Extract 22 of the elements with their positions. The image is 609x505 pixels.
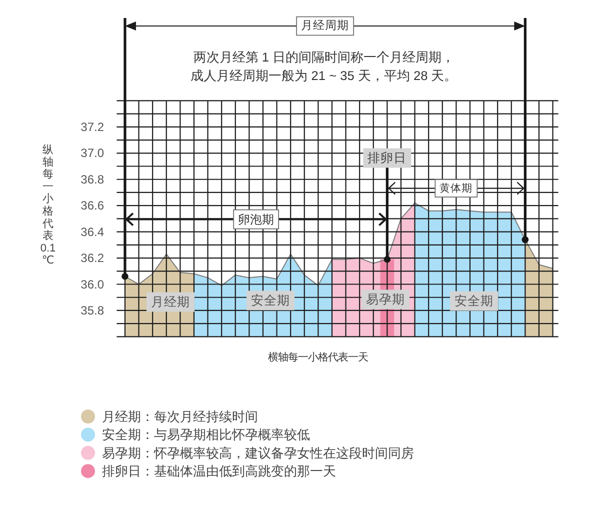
label: 黄体期 [434, 179, 478, 198]
y-tick-label: 36.8 [80, 172, 104, 186]
annotation: 卵泡期 [238, 212, 274, 226]
label: 卵泡期 [233, 209, 280, 230]
legend-label: 安全期：与易孕期相比怀孕概率较低 [102, 427, 310, 442]
y-tick-label: 36.2 [80, 251, 104, 266]
y-tick-label: 35.8 [80, 303, 104, 318]
annotation: 排卵日 [368, 151, 407, 165]
y-tick-label: 37.2 [80, 120, 104, 134]
legend-label: 易孕期：怀孕概率较高，建议备孕女性在这段时间同房 [102, 445, 414, 460]
note: 两次月经第 1 日的间隔时间称一个月经周期，成人月经周期一般为 21 ~ 35 天，平均 28 天。 [190, 50, 458, 83]
ylabel: 纵轴每一小格代表0.1℃ [40, 144, 56, 267]
x-axis-title: 横轴每一小格代表一天 [268, 352, 368, 364]
legend-label: 月经期：每次月经持续时间 [102, 409, 258, 424]
callout-label: 排卵日 [363, 148, 412, 168]
y-tick-label: 36.6 [80, 198, 104, 213]
y-tick-label: 36.0 [80, 277, 104, 292]
y-tick-label: 36.4 [80, 224, 104, 239]
annotation: 黄体期 [440, 181, 473, 194]
y-tick-label: 37.0 [80, 146, 104, 160]
legend-label: 排卵日：基础体温由低到高跳变的那一天 [102, 464, 336, 479]
label: 月经周期 [296, 16, 354, 36]
